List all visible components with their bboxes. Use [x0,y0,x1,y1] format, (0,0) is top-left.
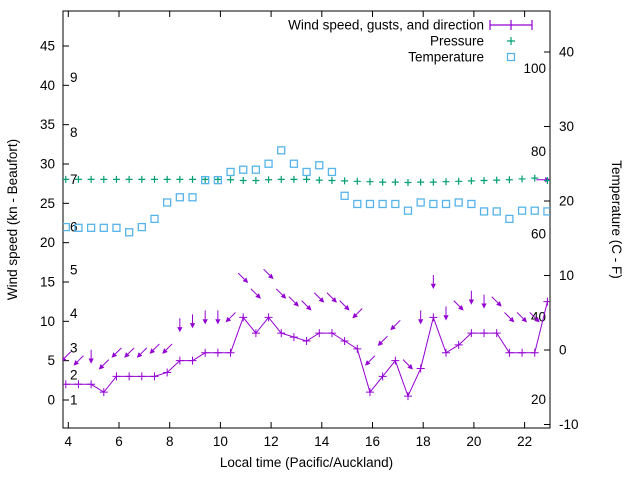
svg-text:10: 10 [559,268,574,283]
svg-text:45: 45 [40,38,55,53]
temperature-series [63,146,550,237]
gust-direction-arrows [63,177,550,370]
y-axis-label-right: Temperature (C - F) [609,160,624,279]
svg-text:40: 40 [40,78,55,93]
svg-text:0: 0 [559,343,567,358]
svg-text:15: 15 [40,274,55,289]
svg-text:4: 4 [65,434,73,449]
svg-text:30: 30 [40,156,55,171]
svg-text:20: 20 [466,434,481,449]
svg-text:2: 2 [70,367,78,382]
svg-text:0: 0 [47,393,55,408]
svg-text:18: 18 [416,434,431,449]
svg-text:16: 16 [365,434,380,449]
pressure-series [63,174,550,186]
x-axis: 4 6 8 10 12 14 16 18 20 22 [65,11,532,449]
svg-text:8: 8 [166,434,174,449]
wind-series [63,297,550,401]
svg-text:40: 40 [559,45,574,60]
plot-frame [62,10,551,429]
svg-text:6: 6 [115,434,123,449]
svg-text:60: 60 [531,227,546,242]
legend: Wind speed, gusts, and directionPressure… [288,18,533,65]
y-axis-temp: -10 0 10 20 30 40 [544,45,579,432]
svg-text:20: 20 [559,194,574,209]
svg-text:80: 80 [531,144,546,159]
svg-text:6: 6 [70,219,78,234]
svg-text:30: 30 [559,119,574,134]
svg-text:3: 3 [70,341,78,356]
svg-text:20: 20 [40,235,55,250]
svg-text:10: 10 [213,434,228,449]
svg-text:8: 8 [70,125,78,140]
svg-text:12: 12 [264,434,279,449]
svg-text:9: 9 [70,70,78,85]
y-axis-wind: 0 5 10 15 20 25 30 35 40 45 [40,38,69,408]
beaufort-scale-labels: 1 2 3 4 5 6 7 8 9 [70,70,78,408]
plot-data [63,146,550,401]
svg-text:1: 1 [70,393,78,408]
svg-text:100: 100 [523,61,546,76]
svg-text:25: 25 [40,196,55,211]
svg-text:14: 14 [314,434,330,449]
svg-text:20: 20 [531,392,546,407]
svg-text:35: 35 [40,117,55,132]
legend-label-0: Wind speed, gusts, and direction [288,18,484,33]
svg-text:5: 5 [47,353,55,368]
svg-text:10: 10 [40,314,55,329]
y-axis-label-left: Wind speed (kn - Beaufort) [5,139,20,300]
svg-text:22: 22 [517,434,532,449]
x-axis-label: Local time (Pacific/Auckland) [220,455,393,470]
svg-text:4: 4 [70,306,78,321]
axis-labels: Local time (Pacific/Auckland) Wind speed … [5,139,624,470]
svg-text:5: 5 [70,263,78,278]
svg-text:-10: -10 [559,417,579,432]
svg-text:7: 7 [70,172,78,187]
legend-label-1: Pressure [430,34,484,49]
legend-label-2: Temperature [408,50,484,65]
